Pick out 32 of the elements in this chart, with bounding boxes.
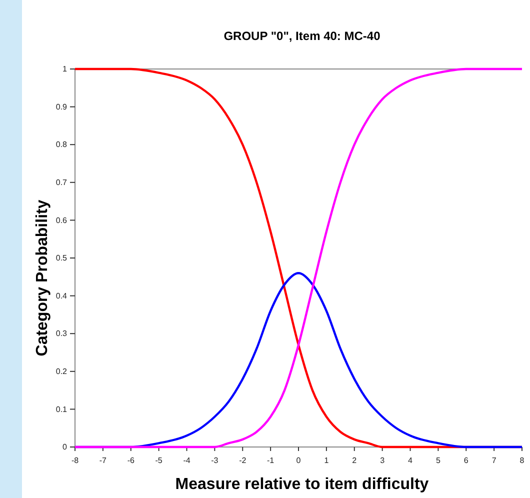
y-tick-label: 0 — [62, 442, 68, 452]
x-tick-label: -2 — [239, 456, 247, 465]
y-tick-label: 1 — [62, 64, 68, 74]
y-tick-label: 0.7 — [56, 178, 68, 187]
x-tick-label: 2 — [352, 456, 358, 465]
y-tick-label: 0.5 — [56, 254, 68, 263]
x-tick-label: 1 — [324, 456, 330, 465]
line-series — [74, 68, 524, 448]
x-tick-label: -4 — [183, 456, 191, 465]
x-tick-label: -7 — [99, 456, 108, 465]
y-axis-title: Category Probability — [34, 200, 51, 356]
x-tick-label: -5 — [155, 456, 163, 465]
x-tick-label: -6 — [127, 456, 135, 465]
x-tick-label: -3 — [211, 456, 219, 465]
y-tick-label: 0.9 — [56, 102, 68, 112]
x-tick-label: 6 — [464, 456, 469, 465]
x-tick-label: 5 — [436, 456, 441, 465]
x-tick-label: 0 — [296, 456, 302, 465]
y-tick-label: 0.8 — [56, 140, 68, 150]
y-tick-label: 0.3 — [56, 329, 68, 338]
x-tick-label: 7 — [492, 456, 497, 465]
y-tick-label: 0.1 — [56, 404, 68, 414]
chart-title: GROUP "0", Item 40: MC-40 — [224, 29, 381, 43]
y-tick-label: 0.2 — [56, 366, 68, 376]
x-axis-title: Measure relative to item difficulty — [175, 476, 429, 493]
x-tick-label: 3 — [380, 456, 386, 465]
x-tick-label: 8 — [520, 456, 525, 465]
x-tick-label: -8 — [71, 456, 80, 465]
x-tick-label: 4 — [408, 456, 414, 465]
x-tick-label: -1 — [267, 456, 275, 465]
y-tick-label: 0.6 — [56, 216, 68, 225]
y-tick-label: 0.4 — [56, 291, 68, 300]
